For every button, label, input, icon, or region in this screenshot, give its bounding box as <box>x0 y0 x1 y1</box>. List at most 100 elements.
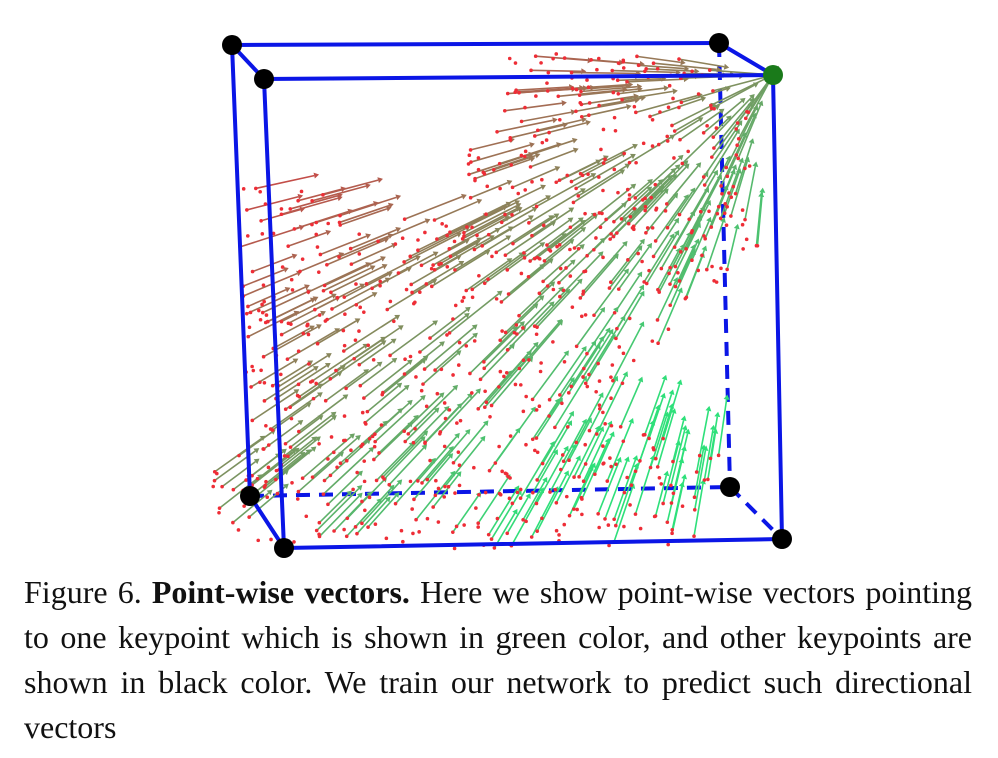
vector-arrowhead <box>619 169 626 175</box>
direction-vector <box>518 284 553 317</box>
surface-point <box>211 484 215 489</box>
direction-vector <box>531 353 567 400</box>
surface-point <box>265 495 270 499</box>
direction-vector <box>712 97 752 138</box>
surface-point <box>330 307 334 311</box>
direction-vector <box>568 421 591 461</box>
hidden-edge-right-vertical <box>717 42 732 488</box>
surface-point <box>712 146 716 150</box>
direction-vector <box>375 444 412 481</box>
surface-point <box>414 517 418 522</box>
vector-arrowhead <box>432 320 438 326</box>
surface-point <box>360 521 364 526</box>
surface-point <box>310 222 314 227</box>
surface-point <box>432 218 437 222</box>
surface-point <box>558 393 562 397</box>
surface-point <box>342 414 347 418</box>
surface-point <box>601 410 605 415</box>
surface-point <box>465 225 469 229</box>
surface-point <box>551 287 556 292</box>
vector-arrowhead <box>581 345 587 352</box>
bounding-box-hidden-edges <box>249 42 784 541</box>
surface-point <box>621 59 626 64</box>
surface-point <box>297 394 302 399</box>
direction-vector <box>366 257 417 285</box>
direction-vector <box>496 119 554 133</box>
vector-arrowhead <box>454 432 460 439</box>
vector-arrowhead <box>681 425 688 431</box>
vector-arrowhead <box>581 375 587 382</box>
surface-point <box>503 330 508 335</box>
surface-point <box>445 333 449 337</box>
caption-text: Here we show point-wise vectors pointing… <box>24 574 973 745</box>
surface-point <box>255 476 260 481</box>
surface-point <box>270 428 275 432</box>
direction-vector <box>726 116 755 177</box>
surface-point <box>318 252 323 257</box>
surface-point <box>244 311 249 316</box>
surface-point <box>663 209 668 213</box>
surface-point <box>283 441 288 446</box>
direction-vector <box>650 163 686 199</box>
vector-arrowhead <box>385 206 392 212</box>
surface-point <box>725 267 729 272</box>
direction-vector <box>351 244 393 265</box>
direction-vector <box>419 315 467 353</box>
surface-point <box>321 492 326 496</box>
direction-vector <box>411 262 461 294</box>
surface-point <box>668 265 672 270</box>
vector-arrowhead <box>621 202 627 208</box>
surface-point <box>385 307 390 312</box>
surface-point <box>634 160 638 165</box>
surface-point <box>610 68 615 73</box>
surface-point <box>482 366 487 371</box>
surface-point <box>349 262 354 266</box>
surface-point <box>416 238 420 242</box>
surface-point <box>425 477 430 482</box>
vector-arrowhead <box>608 328 614 335</box>
surface-point <box>616 190 620 195</box>
surface-point <box>571 200 576 205</box>
surface-point <box>431 263 435 267</box>
surface-point <box>515 490 520 495</box>
direction-vector <box>409 227 467 258</box>
vector-arrowhead <box>672 192 679 199</box>
direction-vector <box>652 221 677 257</box>
direction-vector <box>250 360 295 388</box>
surface-point <box>564 266 568 270</box>
direction-vector <box>263 451 308 488</box>
surface-point <box>667 271 671 276</box>
surface-point <box>614 462 618 467</box>
surface-point <box>432 268 437 272</box>
vector-arrowhead <box>730 169 736 175</box>
surface-point <box>655 67 660 71</box>
surface-point <box>540 461 545 466</box>
surface-point <box>653 514 658 518</box>
surface-point <box>610 363 615 367</box>
surface-point <box>533 448 537 453</box>
direction-vector <box>575 155 632 190</box>
vector-arrowhead <box>371 292 378 298</box>
direction-vector <box>367 495 397 528</box>
direction-vector <box>326 239 385 266</box>
surface-point <box>647 268 651 273</box>
direction-vector <box>483 328 524 369</box>
vector-arrowhead <box>438 392 445 399</box>
vector-arrowhead <box>545 195 551 201</box>
vector-arrowhead <box>479 435 486 442</box>
surface-point <box>694 470 699 474</box>
surface-point <box>360 499 364 504</box>
direction-vector <box>572 83 629 90</box>
surface-point <box>519 271 524 276</box>
surface-point <box>262 299 266 304</box>
surface-point <box>402 429 407 434</box>
vector-arrowhead <box>580 227 587 233</box>
direction-vector <box>582 332 612 378</box>
surface-point <box>617 345 622 349</box>
surface-point <box>446 484 451 489</box>
surface-point <box>220 484 224 489</box>
direction-vector <box>512 167 557 189</box>
surface-point <box>253 186 258 191</box>
surface-point <box>540 177 544 182</box>
vector-arrowhead <box>532 341 539 348</box>
